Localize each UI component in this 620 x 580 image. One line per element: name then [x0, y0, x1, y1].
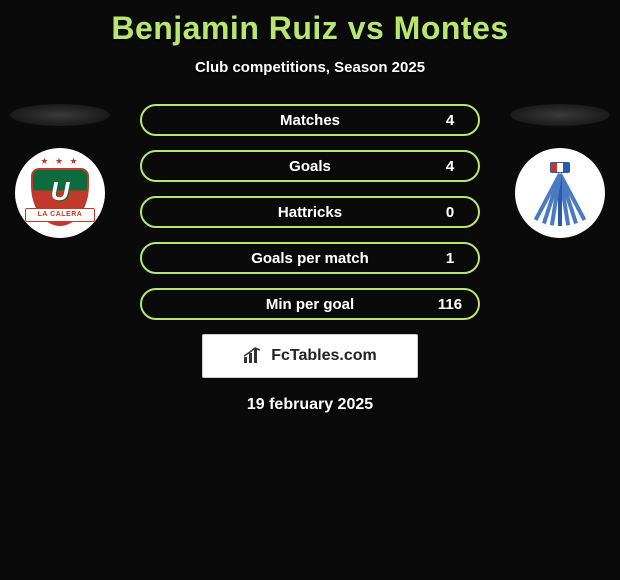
stat-label: Goals per match — [198, 250, 422, 267]
uc-flag-icon — [550, 162, 570, 173]
page-title: Benjamin Ruiz vs Montes — [0, 0, 620, 47]
stat-row-min-per-goal: Min per goal 116 — [140, 288, 480, 320]
player-left-column: ★ ★ ★ U LA CALERA — [10, 104, 110, 238]
player-left-silhouette — [10, 104, 110, 126]
stat-right-value: 116 — [422, 296, 478, 313]
brand-text: FcTables.com — [271, 347, 377, 365]
crest-stars-icon: ★ ★ ★ — [25, 156, 95, 167]
stat-right-value: 4 — [422, 158, 478, 175]
uc-crest — [525, 158, 595, 228]
club-badge-left: ★ ★ ★ U LA CALERA — [15, 148, 105, 238]
date-label: 19 february 2025 — [0, 396, 620, 414]
stat-right-value: 1 — [422, 250, 478, 267]
player-right-column — [510, 104, 610, 238]
stat-right-value: 4 — [422, 112, 478, 129]
stat-label: Goals — [198, 158, 422, 175]
bar-chart-icon — [243, 347, 265, 365]
stat-label: Hattricks — [198, 204, 422, 221]
stat-row-hattricks: Hattricks 0 — [140, 196, 480, 228]
crest-letter: U — [33, 176, 87, 207]
stat-row-goals: Goals 4 — [140, 150, 480, 182]
brand-box[interactable]: FcTables.com — [202, 334, 418, 378]
stat-label: Min per goal — [198, 296, 422, 313]
stat-right-value: 0 — [422, 204, 478, 221]
stat-row-goals-per-match: Goals per match 1 — [140, 242, 480, 274]
stats-table: Matches 4 Goals 4 Hattricks 0 Goals per … — [140, 104, 480, 320]
stat-label: Matches — [198, 112, 422, 129]
player-right-silhouette — [510, 104, 610, 126]
stat-row-matches: Matches 4 — [140, 104, 480, 136]
crest-band: LA CALERA — [25, 208, 95, 222]
subtitle: Club competitions, Season 2025 — [0, 59, 620, 76]
la-calera-crest: ★ ★ ★ U LA CALERA — [25, 158, 95, 228]
club-badge-right — [515, 148, 605, 238]
content-area: ★ ★ ★ U LA CALERA Matches — [0, 104, 620, 414]
